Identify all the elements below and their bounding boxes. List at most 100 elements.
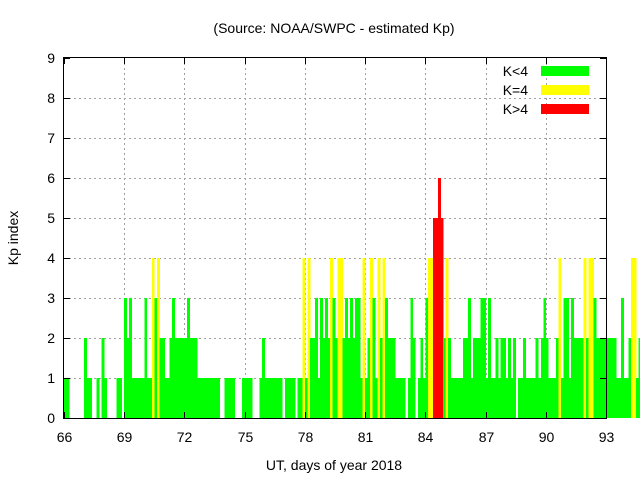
kp-bar [457, 378, 461, 418]
kp-bar [287, 378, 291, 418]
x-axis-label: UT, days of year 2018 [266, 457, 402, 473]
y-tick-label: 5 [47, 210, 55, 226]
kp-bar [156, 258, 160, 418]
kp-bar [229, 378, 233, 418]
kp-bar [583, 258, 587, 418]
kp-bar [164, 378, 168, 418]
kp-bar [573, 338, 577, 418]
kp-bar [412, 338, 416, 418]
kp-bar [101, 338, 105, 418]
kp-bar [503, 338, 507, 418]
kp-bar [628, 338, 632, 418]
kp-bar [365, 378, 369, 418]
kp-bar [470, 378, 474, 418]
y-axis-label: Kp index [5, 211, 21, 265]
kp-bar [437, 178, 441, 418]
kp-bar [377, 258, 381, 418]
kp-bar [317, 378, 321, 418]
kp-bar [357, 298, 361, 418]
kp-bar [335, 338, 338, 418]
kp-bar [623, 378, 627, 418]
kp-bar [129, 298, 133, 418]
kp-bar [131, 378, 135, 418]
kp-bar [350, 298, 353, 418]
kp-bar [174, 338, 178, 418]
plot-frame [63, 57, 607, 419]
kp-bar [495, 338, 499, 418]
kp-bar [232, 378, 236, 418]
kp-bar [309, 338, 313, 418]
kp-bar [297, 378, 301, 418]
kp-bar [345, 298, 348, 418]
x-tick-label: 93 [599, 429, 615, 445]
kp-bar [498, 378, 502, 418]
kp-bar [209, 378, 213, 418]
kp-bar [550, 378, 554, 418]
kp-bar [352, 338, 356, 418]
kp-bar [480, 298, 484, 418]
kp-bar [264, 378, 268, 418]
kp-bar [89, 378, 93, 418]
kp-bar [159, 338, 163, 418]
kp-bar [322, 338, 326, 418]
x-tick-label: 69 [117, 429, 133, 445]
legend-swatch [541, 85, 589, 95]
kp-bar [553, 378, 557, 418]
kp-bar [452, 378, 456, 418]
kp-bar [538, 378, 542, 418]
kp-bar [588, 258, 592, 418]
kp-bar [565, 298, 569, 418]
kp-bar [161, 338, 165, 418]
kp-bar [533, 378, 537, 418]
kp-bar [312, 338, 316, 418]
legend-swatch [541, 104, 589, 114]
kp-bar [626, 378, 629, 418]
kp-bar [545, 338, 549, 418]
kp-bar [407, 378, 411, 418]
kp-bar [242, 378, 246, 418]
kp-bar [181, 338, 185, 418]
kp-bar [621, 298, 624, 418]
kp-bar [327, 338, 331, 418]
legend-swatch [541, 66, 589, 76]
y-tick-label: 1 [47, 370, 55, 386]
kp-bar [372, 298, 376, 418]
x-tick-label: 90 [539, 429, 555, 445]
kp-bar [442, 338, 446, 418]
kp-bar [279, 378, 283, 418]
kp-bar [362, 258, 366, 418]
kp-bar [440, 218, 444, 418]
kp-bar [540, 338, 544, 418]
kp-bar [337, 258, 341, 418]
kp-bar [460, 378, 464, 418]
kp-bar [212, 378, 215, 418]
kp-bar [324, 298, 328, 418]
kp-bar [189, 338, 193, 418]
kp-bar [613, 338, 617, 418]
y-tick-label: 0 [47, 410, 55, 426]
kp-bar [299, 378, 303, 418]
kp-bar [473, 338, 476, 418]
kp-bar [445, 258, 449, 418]
kp-bar [194, 338, 198, 418]
kp-bar [284, 378, 288, 418]
kp-bar [116, 378, 120, 418]
kp-bar [455, 378, 459, 418]
x-tick-label: 84 [418, 429, 434, 445]
kp-bar [520, 378, 524, 418]
kp-bar [508, 338, 512, 418]
kp-bar [490, 378, 494, 418]
kp-bar [417, 378, 421, 418]
kp-bar [525, 378, 529, 418]
kp-bar [548, 378, 552, 418]
kp-bar [595, 338, 599, 418]
kp-bar [611, 338, 614, 418]
kp-bar [631, 258, 635, 418]
kp-bar [126, 338, 130, 418]
kp-bar [485, 378, 489, 418]
y-tick-label: 6 [47, 170, 55, 186]
kp-bar [608, 338, 612, 418]
kp-bar [450, 378, 454, 418]
kp-bar [392, 338, 396, 418]
